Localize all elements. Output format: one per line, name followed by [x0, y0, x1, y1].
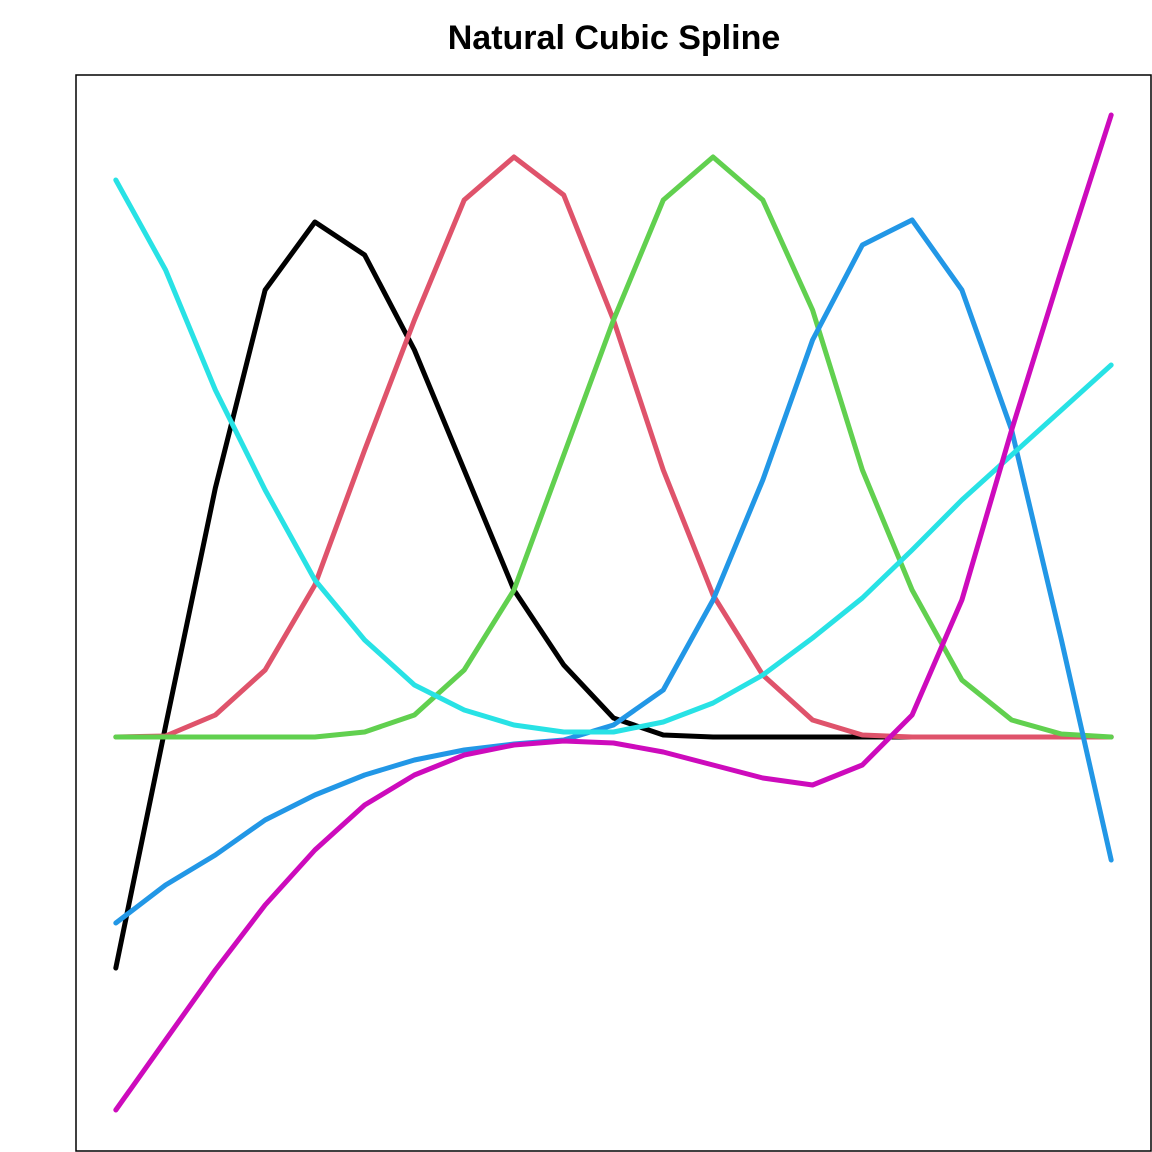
series-line	[113, 112, 1114, 1113]
series-line	[113, 217, 1114, 926]
chart-title: Natural Cubic Spline	[448, 19, 781, 57]
series-line	[113, 154, 1114, 740]
plot-frame	[75, 74, 1152, 1152]
series-line	[113, 177, 1114, 735]
